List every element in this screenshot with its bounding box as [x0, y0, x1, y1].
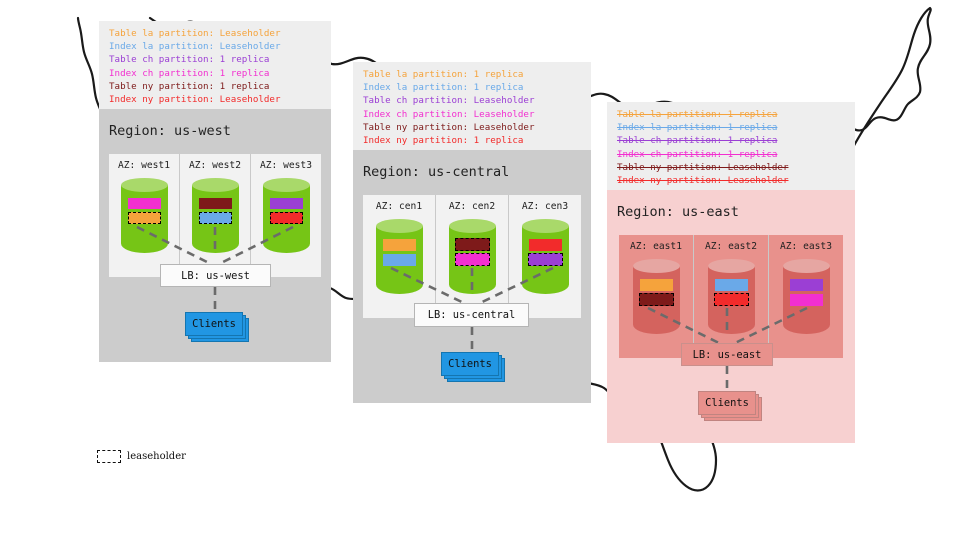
- az-label: AZ: east1: [630, 241, 682, 252]
- cylinder-top: [632, 259, 680, 273]
- partition-bar: [639, 279, 673, 291]
- leaseholder-key: leaseholder: [97, 450, 186, 463]
- cylinder-top: [375, 219, 423, 233]
- az-cen1[interactable]: AZ: cen1: [363, 195, 436, 318]
- partition-bar-leaseholder: [454, 253, 490, 266]
- database-cylinder: [375, 219, 423, 294]
- clients-us-central[interactable]: Clients: [441, 352, 511, 384]
- cylinder-top: [782, 259, 830, 273]
- legend-line: Index ny partition: 1 replica: [363, 135, 524, 147]
- partition-bar-leaseholder: [527, 253, 563, 266]
- partition-bar-leaseholder: [713, 293, 749, 306]
- legend-line: Index ch partition: 1 replica: [109, 67, 270, 79]
- cylinder-top: [448, 219, 496, 233]
- cylinder-top: [120, 178, 168, 192]
- az-cen3[interactable]: AZ: cen3: [509, 195, 581, 318]
- lb-us-east[interactable]: LB: us-east: [681, 343, 773, 366]
- connector-lb-to-clients-us-east: [725, 366, 729, 392]
- lb-us-central[interactable]: LB: us-central: [414, 303, 529, 327]
- legend-panel-us-central: Table la partition: 1 replica Index la p…: [353, 62, 591, 150]
- database-cylinder: [632, 259, 680, 334]
- az-east3[interactable]: AZ: east3: [769, 235, 843, 358]
- region-us-east: Region: us-east AZ: east1 AZ: east2: [607, 190, 855, 443]
- dashed-rect-icon: [97, 450, 121, 463]
- az-group-us-west: AZ: west1 AZ: west2 AZ: west3: [109, 154, 321, 277]
- lb-us-west[interactable]: LB: us-west: [160, 264, 271, 287]
- partition-bar: [789, 294, 823, 306]
- legend-line: Table ch partition: 1 replica: [617, 135, 778, 147]
- connector-lb-to-clients-us-central: [470, 327, 474, 353]
- partition-bar-leaseholder: [127, 212, 161, 224]
- legend-line: Index la partition: 1 replica: [363, 82, 524, 94]
- az-label: AZ: west2: [189, 160, 241, 171]
- legend-line: Index ch partition: 1 replica: [617, 148, 778, 160]
- region-title: Region: us-east: [617, 204, 739, 220]
- partition-bar: [127, 198, 161, 209]
- legend-line: Table ny partition: Leaseholder: [617, 161, 789, 173]
- legend-line: Index ch partition: Leaseholder: [363, 108, 535, 120]
- legend-line: Table la partition: Leaseholder: [109, 28, 281, 39]
- partition-bar: [382, 239, 416, 251]
- cylinder-top: [521, 219, 569, 233]
- cylinder-top: [191, 178, 239, 192]
- az-label: AZ: cen3: [521, 201, 569, 212]
- az-group-us-east: AZ: east1 AZ: east2 AZ: east3: [619, 235, 843, 358]
- partition-bar: [714, 279, 748, 291]
- legend-panel-us-east: Table la partition: 1 replica Index la p…: [607, 102, 855, 190]
- partition-bar: [198, 198, 232, 209]
- partition-bar: [269, 198, 303, 209]
- region-us-west: Region: us-west AZ: west1 AZ: west2: [99, 109, 331, 362]
- partition-bar-leaseholder: [269, 212, 303, 224]
- partition-bar-leaseholder: [198, 212, 232, 224]
- partition-bar-leaseholder: [638, 293, 674, 306]
- partition-bar: [528, 239, 562, 251]
- partition-bar: [382, 254, 416, 266]
- legend-line: Index la partition: 1 replica: [617, 122, 778, 134]
- az-east1[interactable]: AZ: east1: [619, 235, 694, 358]
- cylinder-top: [707, 259, 755, 273]
- legend-line: Index ny partition: Leaseholder: [109, 94, 281, 106]
- connector-lb-to-clients-us-west: [213, 287, 217, 313]
- legend-line: Table la partition: 1 replica: [363, 69, 524, 80]
- clients-label: Clients: [185, 312, 243, 336]
- legend-line: Index la partition: Leaseholder: [109, 41, 281, 53]
- az-west3[interactable]: AZ: west3: [251, 154, 321, 277]
- database-cylinder: [262, 178, 310, 253]
- legend-panel-us-west: Table la partition: Leaseholder Index la…: [99, 21, 331, 109]
- az-label: AZ: east3: [780, 241, 832, 252]
- legend-line: Table ch partition: Leaseholder: [363, 95, 535, 107]
- clients-label: Clients: [441, 352, 499, 376]
- az-label: AZ: cen2: [448, 201, 496, 212]
- partition-bar: [789, 279, 823, 291]
- legend-line: Table la partition: 1 replica: [617, 109, 778, 120]
- database-cylinder: [120, 178, 168, 253]
- az-label: AZ: cen1: [375, 201, 423, 212]
- az-west1[interactable]: AZ: west1: [109, 154, 180, 277]
- clients-us-west[interactable]: Clients: [185, 312, 255, 344]
- az-label: AZ: west3: [260, 160, 312, 171]
- clients-us-east[interactable]: Clients: [698, 391, 768, 423]
- database-cylinder: [707, 259, 755, 334]
- legend-line: Table ny partition: Leaseholder: [363, 121, 535, 133]
- legend-line: Table ch partition: 1 replica: [109, 54, 270, 66]
- legend-line: Index ny partition: Leaseholder: [617, 175, 789, 187]
- database-cylinder: [782, 259, 830, 334]
- az-label: AZ: east2: [705, 241, 757, 252]
- legend-line: Table ny partition: 1 replica: [109, 80, 270, 92]
- region-title: Region: us-west: [109, 123, 231, 139]
- leaseholder-key-label: leaseholder: [127, 451, 186, 462]
- region-us-central: Region: us-central AZ: cen1 AZ: cen2: [353, 150, 591, 403]
- clients-label: Clients: [698, 391, 756, 415]
- az-label: AZ: west1: [118, 160, 170, 171]
- region-title: Region: us-central: [363, 164, 510, 180]
- az-east2[interactable]: AZ: east2: [694, 235, 769, 358]
- database-cylinder: [521, 219, 569, 294]
- partition-bar-leaseholder: [454, 238, 490, 251]
- cylinder-top: [262, 178, 310, 192]
